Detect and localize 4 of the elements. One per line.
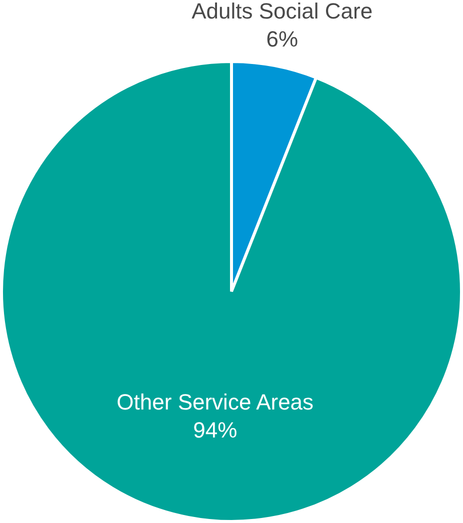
data-label: 6% — [266, 26, 298, 52]
slice-label: Adults Social Care — [192, 0, 373, 24]
slice-label: Other Service Areas — [116, 389, 314, 414]
data-label: 94% — [193, 417, 238, 442]
